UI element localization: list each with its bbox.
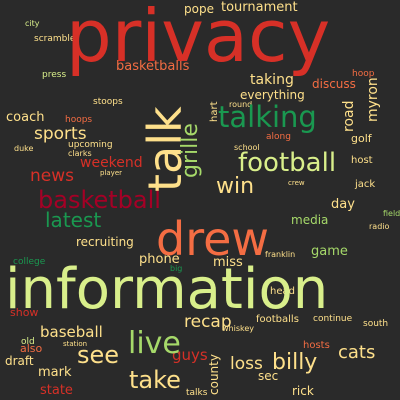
word-weekend: weekend: [80, 155, 143, 171]
word-coach: coach: [6, 110, 45, 125]
word-duke: duke: [14, 144, 34, 153]
word-myron: myron: [365, 77, 381, 122]
word-recap: recap: [184, 312, 232, 332]
word-draft: draft: [5, 354, 34, 368]
word-show: show: [10, 306, 39, 319]
word-station: station: [63, 340, 88, 348]
word-south: south: [363, 319, 389, 329]
word-also: also: [20, 342, 43, 355]
word-clarks: clarks: [68, 149, 92, 158]
word-information: information: [5, 257, 329, 322]
word-news: news: [30, 166, 74, 186]
word-sports: sports: [34, 124, 87, 144]
word-stoops: stoops: [93, 97, 123, 107]
word-jack: jack: [355, 179, 376, 190]
word-see: see: [77, 341, 120, 369]
word-phone: phone: [139, 252, 180, 267]
word-crew: crew: [288, 179, 305, 187]
word-scramble: scramble: [34, 34, 76, 44]
word-upcoming: upcoming: [68, 140, 113, 150]
word-billy: billy: [272, 350, 318, 375]
word-golf: golf: [351, 132, 372, 145]
word-school: school: [234, 143, 260, 152]
word-taking: taking: [250, 72, 294, 88]
word-pope: pope: [184, 2, 214, 16]
word-press: press: [42, 70, 67, 80]
word-along: along: [266, 132, 291, 142]
word-hoop: hoop: [352, 69, 375, 79]
word-miss: miss: [213, 255, 243, 270]
word-discuss: discuss: [312, 77, 356, 91]
word-field: field: [383, 209, 400, 218]
word-win: win: [216, 174, 255, 199]
word-whiskey: whiskey: [222, 324, 255, 333]
word-head: head: [270, 286, 295, 297]
word-everything: everything: [240, 88, 305, 102]
word-road: road: [341, 100, 357, 132]
word-old: old: [21, 337, 35, 347]
word-hart: hart: [209, 101, 220, 123]
word-radio: radio: [369, 222, 390, 231]
word-basketballs: basketballs: [116, 59, 190, 74]
word-day: day: [331, 197, 355, 212]
word-hosts: hosts: [303, 340, 330, 351]
word-big: big: [170, 264, 183, 273]
word-live: live: [128, 326, 181, 361]
word-city: city: [25, 19, 40, 28]
word-talks: talks: [186, 388, 208, 398]
word-player: player: [100, 169, 123, 177]
word-talking: talking: [218, 100, 317, 134]
word-franklin: franklin: [265, 250, 296, 259]
word-grille: grille: [178, 123, 203, 178]
word-hoops: hoops: [65, 115, 93, 125]
word-county: county: [207, 354, 221, 395]
word-continue: continue: [313, 314, 353, 324]
word-tournament: tournament: [221, 0, 298, 15]
word-guys: guys: [172, 346, 208, 364]
word-football: football: [238, 148, 337, 178]
word-sec: sec: [258, 369, 279, 383]
word-game: game: [311, 244, 348, 259]
word-state: state: [40, 383, 73, 398]
word-college: college: [13, 257, 46, 267]
word-privacy: privacy: [66, 0, 331, 78]
word-basketball: basketball: [38, 186, 161, 214]
word-take: take: [129, 366, 181, 394]
word-baseball: baseball: [40, 323, 103, 341]
word-mark: mark: [38, 365, 72, 380]
word-latest: latest: [45, 208, 102, 232]
word-footballs: footballs: [256, 314, 299, 325]
word-round: round: [229, 100, 253, 109]
word-recruiting: recruiting: [76, 235, 134, 249]
word-host: host: [351, 155, 373, 166]
word-drew: drew: [156, 212, 270, 266]
word-loss: loss: [230, 354, 263, 374]
word-rick: rick: [292, 384, 314, 398]
word-media: media: [291, 213, 329, 227]
word-cats: cats: [338, 342, 376, 363]
